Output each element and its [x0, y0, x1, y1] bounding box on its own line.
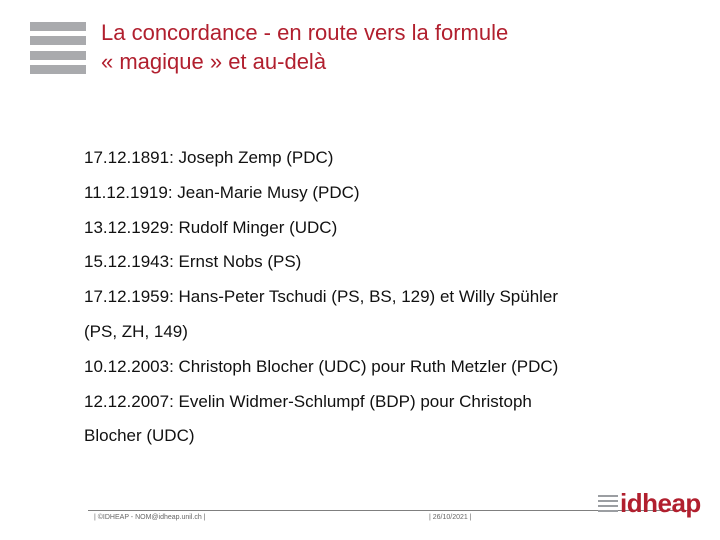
logo-lines-icon	[598, 495, 618, 515]
list-item: 15.12.1943: Ernst Nobs (PS)	[84, 252, 302, 272]
list-item: 17.12.1959: Hans-Peter Tschudi (PS, BS, …	[84, 287, 559, 307]
footer-divider	[88, 510, 691, 511]
slide-title: La concordance - en route vers la formul…	[101, 18, 701, 76]
idheap-logo: idheap	[598, 488, 701, 520]
footer-contact: | ©IDHEAP - NOM@idheap.unil.ch |	[94, 514, 206, 521]
list-item: 13.12.1929: Rudolf Minger (UDC)	[84, 217, 338, 237]
slide-title-line-1: La concordance - en route vers la formul…	[101, 20, 509, 45]
election-list: 17.12.1891: Joseph Zemp (PDC) 11.12.1919…	[84, 141, 684, 454]
list-item: 10.12.2003: Christoph Blocher (UDC) pour…	[84, 356, 559, 376]
list-item: 11.12.1919: Jean-Marie Musy (PDC)	[84, 182, 360, 202]
list-item: 17.12.1891: Joseph Zemp (PDC)	[84, 148, 334, 167]
footer-date: | 26/10/2021 |	[429, 514, 472, 521]
logo-text: idheap	[620, 488, 701, 518]
list-item: 12.12.2007: Evelin Widmer-Schlumpf (BDP)…	[84, 391, 532, 411]
header-decoration	[30, 22, 86, 74]
slide-title-line-2: « magique » et au-delà	[101, 49, 327, 74]
list-item: (PS, ZH, 149)	[84, 321, 188, 341]
list-item: Blocher (UDC)	[84, 426, 195, 446]
